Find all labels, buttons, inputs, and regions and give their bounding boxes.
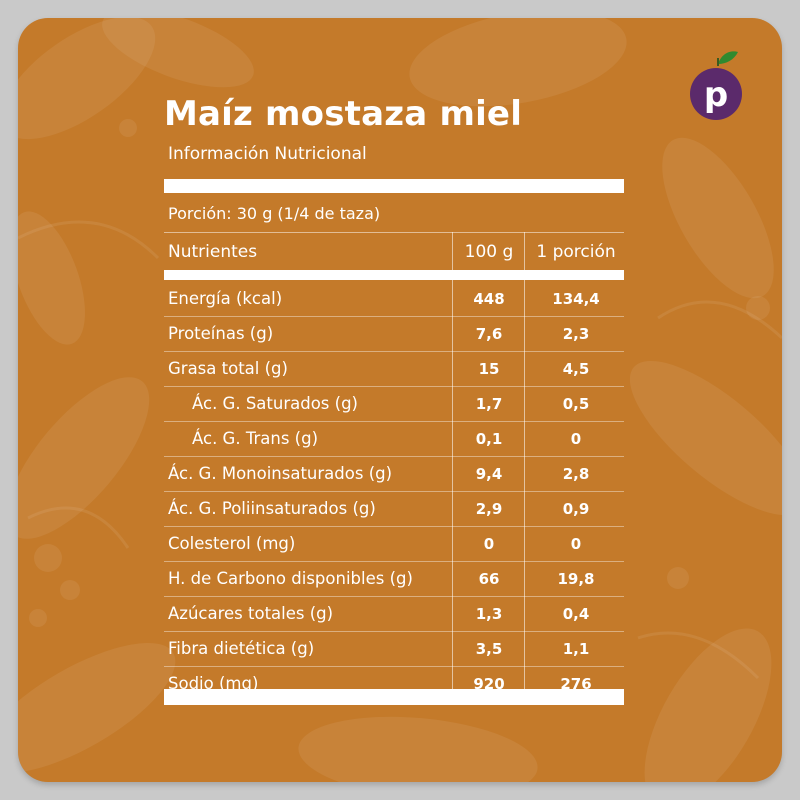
nutrition-card: p Maíz mostaza miel Información Nutricio… <box>18 18 782 782</box>
nutrient-name: Ác. G. Monoinsaturados (g) <box>168 464 393 483</box>
table-row: Ác. G. Saturados (g) 1,7 0,5 <box>164 387 624 422</box>
nutrient-name: Energía (kcal) <box>168 289 283 308</box>
value-per-100g: 0,1 <box>475 430 503 448</box>
value-per-portion: 134,4 <box>552 290 600 308</box>
table-row: H. de Carbono disponibles (g) 66 19,8 <box>164 562 624 597</box>
table-header-bar <box>164 270 624 280</box>
nutrient-name: Proteínas (g) <box>168 324 274 343</box>
brand-logo-icon: p <box>690 51 742 120</box>
value-per-portion: 0,4 <box>562 605 590 623</box>
table-row: Ác. G. Monoinsaturados (g) 9,4 2,8 <box>164 457 624 492</box>
column-divider <box>452 280 453 689</box>
nutrient-name: Grasa total (g) <box>168 359 288 378</box>
value-per-portion: 0 <box>570 430 582 448</box>
table-row: Fibra dietética (g) 3,5 1,1 <box>164 632 624 667</box>
nutrition-table: Energía (kcal) 448 134,4 Proteínas (g) 7… <box>164 282 624 701</box>
value-per-100g: 1,3 <box>475 605 503 623</box>
value-per-portion: 0,9 <box>562 500 590 518</box>
header-per-100g: 100 g <box>464 242 514 262</box>
info-subtitle: Información Nutricional <box>168 144 367 164</box>
column-divider <box>524 232 525 270</box>
nutrient-name: H. de Carbono disponibles (g) <box>168 569 413 588</box>
value-per-portion: 19,8 <box>557 570 595 588</box>
product-title: Maíz mostaza miel <box>164 94 523 134</box>
value-per-portion: 1,1 <box>562 640 590 658</box>
value-per-portion: 0 <box>570 535 582 553</box>
nutrient-name: Sodio (mg) <box>168 674 259 693</box>
header-nutrients: Nutrientes <box>168 242 258 262</box>
value-per-100g: 7,6 <box>475 325 503 343</box>
nutrient-name: Ác. G. Poliinsaturados (g) <box>168 499 376 518</box>
table-row: Azúcares totales (g) 1,3 0,4 <box>164 597 624 632</box>
table-row: Grasa total (g) 15 4,5 <box>164 352 624 387</box>
brand-logo-letter: p <box>704 75 728 115</box>
value-per-100g: 9,4 <box>475 465 503 483</box>
table-bottom-bar <box>164 689 624 705</box>
table-row: Colesterol (mg) 0 0 <box>164 527 624 562</box>
value-per-100g: 2,9 <box>475 500 503 518</box>
nutrient-name: Colesterol (mg) <box>168 534 296 553</box>
value-per-100g: 15 <box>478 360 500 378</box>
nutrient-name: Ác. G. Saturados (g) <box>192 394 358 413</box>
value-per-portion: 2,8 <box>562 465 590 483</box>
value-per-100g: 920 <box>473 675 505 693</box>
value-per-portion: 4,5 <box>562 360 590 378</box>
nutrient-name: Ác. G. Trans (g) <box>192 429 319 448</box>
table-row: Ác. G. Trans (g) 0,1 0 <box>164 422 624 457</box>
value-per-100g: 66 <box>478 570 500 588</box>
table-row: Ác. G. Poliinsaturados (g) 2,9 0,9 <box>164 492 624 527</box>
column-divider <box>524 280 525 689</box>
value-per-100g: 3,5 <box>475 640 503 658</box>
table-row: Sodio (mg) 920 276 <box>164 667 624 701</box>
column-divider <box>452 232 453 270</box>
table-top-bar <box>164 179 624 193</box>
table-row: Proteínas (g) 7,6 2,3 <box>164 317 624 352</box>
nutrient-name: Fibra dietética (g) <box>168 639 315 658</box>
value-per-100g: 1,7 <box>475 395 503 413</box>
table-row: Energía (kcal) 448 134,4 <box>164 282 624 317</box>
nutrient-name: Azúcares totales (g) <box>168 604 334 623</box>
header-divider <box>164 232 624 233</box>
background-leaf-pattern <box>18 18 782 782</box>
portion-size: Porción: 30 g (1/4 de taza) <box>168 204 381 223</box>
value-per-portion: 0,5 <box>562 395 590 413</box>
header-per-portion: 1 porción <box>536 242 616 262</box>
value-per-portion: 2,3 <box>562 325 590 343</box>
value-per-100g: 448 <box>473 290 505 308</box>
value-per-100g: 0 <box>483 535 495 553</box>
value-per-portion: 276 <box>560 675 592 693</box>
